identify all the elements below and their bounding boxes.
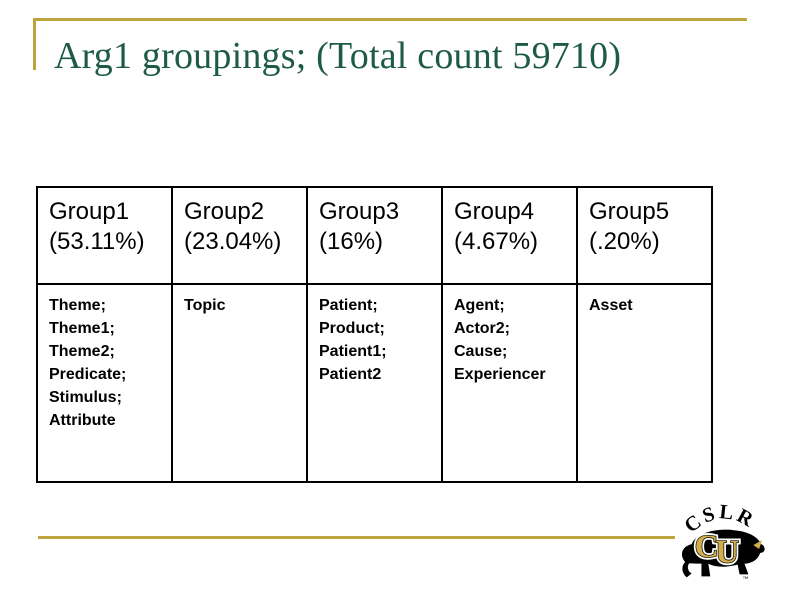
cslr-buffalo-logo-svg: CSLR C U C U ™	[681, 501, 765, 582]
group4-percent: (4.67%)	[454, 228, 539, 255]
table-header-group4: Group4 (4.67%)	[441, 186, 578, 285]
table-cell-group2-roles: Topic	[171, 283, 308, 483]
group3-percent: (16%)	[319, 228, 384, 255]
slide-title: Arg1 groupings; (Total count 59710)	[54, 35, 622, 77]
group5-percent: (.20%)	[589, 228, 660, 255]
table-cell-group5-roles: Asset	[576, 283, 713, 483]
group1-label: Group1	[49, 198, 130, 225]
cslr-buffalo-logo: CSLR C U C U ™	[678, 501, 766, 594]
svg-text:U: U	[715, 534, 739, 571]
svg-text:C: C	[695, 528, 719, 565]
table-header-group3: Group3 (16%)	[306, 186, 443, 285]
arg1-groups-table: Group1 (53.11%) Group2 (23.04%) Group3 (…	[36, 186, 713, 483]
cu-monogram: C U C U	[692, 525, 741, 573]
buffalo-silhouette	[681, 529, 765, 578]
table-header-group5: Group5 (.20%)	[576, 186, 713, 285]
svg-text:U: U	[715, 534, 739, 571]
table-cell-group3-roles: Patient; Product; Patient1; Patient2	[306, 283, 443, 483]
svg-text:C: C	[695, 528, 719, 565]
table-header-group2: Group2 (23.04%)	[171, 186, 308, 285]
group2-percent: (23.04%)	[184, 228, 282, 255]
title-accent-bracket	[33, 18, 36, 70]
trademark-mark: ™	[743, 575, 749, 582]
table-cell-group1-roles: Theme; Theme1; Theme2; Predicate; Stimul…	[36, 283, 173, 483]
group3-label: Group3	[319, 198, 400, 225]
group4-label: Group4	[454, 198, 535, 225]
table-cell-group4-roles: Agent; Actor2; Cause; Experiencer	[441, 283, 578, 483]
buffalo-horn-accent	[753, 540, 763, 549]
table-header-row: Group1 (53.11%) Group2 (23.04%) Group3 (…	[36, 186, 713, 285]
bottom-accent-line	[38, 536, 675, 539]
table-body-row: Theme; Theme1; Theme2; Predicate; Stimul…	[36, 283, 713, 483]
group5-label: Group5	[589, 198, 670, 225]
top-accent-line	[33, 18, 747, 21]
group1-percent: (53.11%)	[49, 228, 145, 255]
group2-label: Group2	[184, 198, 265, 225]
table-header-group1: Group1 (53.11%)	[36, 186, 173, 285]
